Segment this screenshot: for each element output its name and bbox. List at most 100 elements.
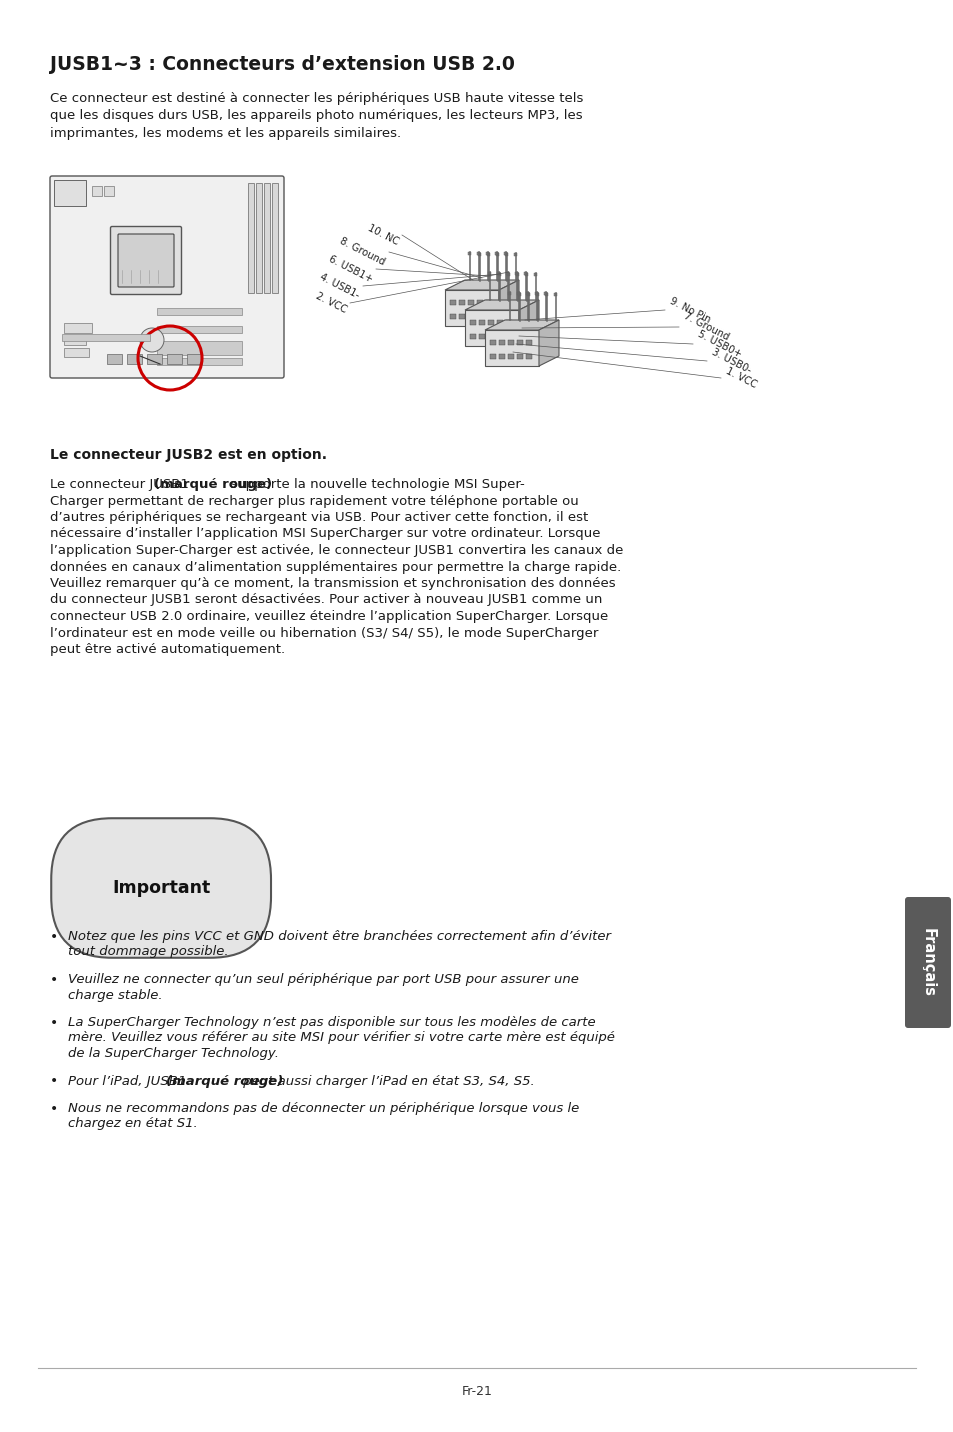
- Bar: [554, 294, 557, 296]
- Polygon shape: [464, 299, 538, 309]
- Bar: [526, 292, 529, 295]
- Text: •: •: [50, 1103, 58, 1116]
- Bar: [486, 252, 489, 255]
- Text: chargez en état S1.: chargez en état S1.: [68, 1117, 197, 1130]
- Text: La SuperCharger Technology n’est pas disponible sur tous les modèles de carte: La SuperCharger Technology n’est pas dis…: [68, 1015, 595, 1030]
- Polygon shape: [470, 319, 476, 325]
- Polygon shape: [525, 339, 532, 345]
- Text: Veuillez ne connecter qu’un seul périphérique par port USB pour assurer une: Veuillez ne connecter qu’un seul périphé…: [68, 972, 578, 987]
- Bar: [477, 252, 480, 255]
- Text: peut aussi charger l’iPad en état S3, S4, S5.: peut aussi charger l’iPad en état S3, S4…: [238, 1074, 534, 1087]
- Text: Pour l’iPad, JUSB1: Pour l’iPad, JUSB1: [68, 1074, 191, 1087]
- Text: •: •: [50, 1074, 58, 1088]
- Text: •: •: [50, 1015, 58, 1030]
- Polygon shape: [497, 334, 502, 339]
- Polygon shape: [458, 299, 464, 305]
- Bar: [64, 337, 86, 345]
- Polygon shape: [478, 334, 484, 339]
- Polygon shape: [518, 299, 538, 347]
- Polygon shape: [478, 319, 484, 325]
- Text: mère. Veuillez vous référer au site MSI pour vérifier si votre carte mère est éq: mère. Veuillez vous référer au site MSI …: [68, 1031, 615, 1044]
- Bar: [495, 252, 498, 255]
- Text: connecteur USB 2.0 ordinaire, veuillez éteindre l’application SuperCharger. Lors: connecteur USB 2.0 ordinaire, veuillez é…: [50, 610, 608, 623]
- Polygon shape: [505, 334, 512, 339]
- Bar: [127, 354, 142, 364]
- Bar: [496, 253, 499, 256]
- Bar: [535, 292, 537, 295]
- Text: tout dommage possible.: tout dommage possible.: [68, 945, 229, 958]
- Bar: [544, 292, 547, 295]
- Bar: [255, 183, 262, 294]
- Bar: [488, 272, 491, 275]
- Text: Français: Français: [920, 928, 935, 997]
- Polygon shape: [498, 281, 518, 326]
- Bar: [514, 253, 517, 256]
- Text: supporte la nouvelle technologie MSI Super-: supporte la nouvelle technologie MSI Sup…: [226, 478, 524, 491]
- Text: Ce connecteur est destiné à connecter les périphériques USB haute vitesse tels
q: Ce connecteur est destiné à connecter le…: [50, 92, 583, 140]
- Text: 4. USB1-: 4. USB1-: [317, 272, 360, 301]
- Text: 2. VCC: 2. VCC: [314, 291, 348, 315]
- Polygon shape: [507, 354, 514, 359]
- Bar: [157, 358, 242, 365]
- Polygon shape: [464, 309, 518, 347]
- Text: Nous ne recommandons pas de déconnecter un périphérique lorsque vous le: Nous ne recommandons pas de déconnecter …: [68, 1103, 578, 1116]
- Bar: [187, 354, 202, 364]
- Text: du connecteur JUSB1 seront désactivées. Pour activer à nouveau JUSB1 comme un: du connecteur JUSB1 seront désactivées. …: [50, 593, 601, 607]
- Text: 3. USB0-: 3. USB0-: [709, 347, 752, 375]
- Text: Veuillez remarquer qu’à ce moment, la transmission et synchronisation des donnée: Veuillez remarquer qu’à ce moment, la tr…: [50, 577, 615, 590]
- Text: 7. Ground: 7. Ground: [681, 311, 730, 342]
- Bar: [157, 341, 242, 355]
- Polygon shape: [490, 339, 496, 345]
- Text: JUSB1~3 : Connecteurs d’extension USB 2.0: JUSB1~3 : Connecteurs d’extension USB 2.…: [50, 54, 515, 74]
- Text: nécessaire d’installer l’application MSI SuperCharger sur votre ordinateur. Lors: nécessaire d’installer l’application MSI…: [50, 527, 599, 540]
- Text: d’autres périphériques se rechargeant via USB. Pour activer cette fonction, il e: d’autres périphériques se rechargeant vi…: [50, 511, 588, 524]
- Bar: [248, 183, 253, 294]
- Bar: [498, 274, 501, 276]
- Polygon shape: [476, 314, 482, 319]
- Text: 9. No Pin: 9. No Pin: [667, 295, 711, 325]
- Polygon shape: [468, 299, 474, 305]
- Bar: [504, 252, 507, 255]
- Text: de la SuperCharger Technology.: de la SuperCharger Technology.: [68, 1047, 278, 1060]
- Polygon shape: [517, 354, 522, 359]
- Text: 6. USB1+: 6. USB1+: [326, 253, 374, 285]
- FancyBboxPatch shape: [50, 176, 284, 378]
- Bar: [525, 274, 528, 276]
- FancyBboxPatch shape: [904, 896, 950, 1028]
- Polygon shape: [484, 329, 538, 367]
- Bar: [527, 294, 530, 296]
- Bar: [545, 294, 548, 296]
- Polygon shape: [470, 334, 476, 339]
- Polygon shape: [444, 291, 498, 326]
- Text: peut être activé automatiquement.: peut être activé automatiquement.: [50, 643, 285, 656]
- Text: Important: Important: [112, 879, 210, 896]
- Text: charge stable.: charge stable.: [68, 988, 162, 1001]
- Bar: [518, 294, 521, 296]
- Polygon shape: [488, 319, 494, 325]
- Polygon shape: [458, 314, 464, 319]
- Bar: [64, 348, 89, 357]
- Bar: [468, 252, 471, 255]
- Text: (marqué rouge): (marqué rouge): [153, 478, 272, 491]
- Bar: [517, 292, 520, 295]
- Text: l’ordinateur est en mode veille ou hibernation (S3/ S4/ S5), le mode SuperCharge: l’ordinateur est en mode veille ou hiber…: [50, 627, 598, 640]
- Polygon shape: [485, 314, 492, 319]
- FancyBboxPatch shape: [118, 233, 173, 286]
- Bar: [534, 274, 537, 276]
- Text: 1. VCC: 1. VCC: [723, 367, 758, 390]
- Bar: [478, 253, 481, 256]
- Polygon shape: [468, 314, 474, 319]
- Polygon shape: [498, 339, 504, 345]
- Bar: [507, 274, 510, 276]
- Text: (marqué rouge): (marqué rouge): [166, 1074, 283, 1087]
- Bar: [264, 183, 270, 294]
- Polygon shape: [484, 319, 558, 329]
- Text: l’application Super-Charger est activée, le connecteur JUSB1 convertira les cana: l’application Super-Charger est activée,…: [50, 544, 622, 557]
- Polygon shape: [450, 314, 456, 319]
- Text: Notez que les pins VCC et GND doivent être branchées correctement afin d’éviter: Notez que les pins VCC et GND doivent êt…: [68, 929, 610, 944]
- Bar: [54, 180, 86, 206]
- Text: Charger permettant de recharger plus rapidement votre téléphone portable ou: Charger permettant de recharger plus rap…: [50, 494, 578, 507]
- Polygon shape: [507, 339, 514, 345]
- FancyBboxPatch shape: [111, 226, 181, 295]
- Polygon shape: [485, 299, 492, 305]
